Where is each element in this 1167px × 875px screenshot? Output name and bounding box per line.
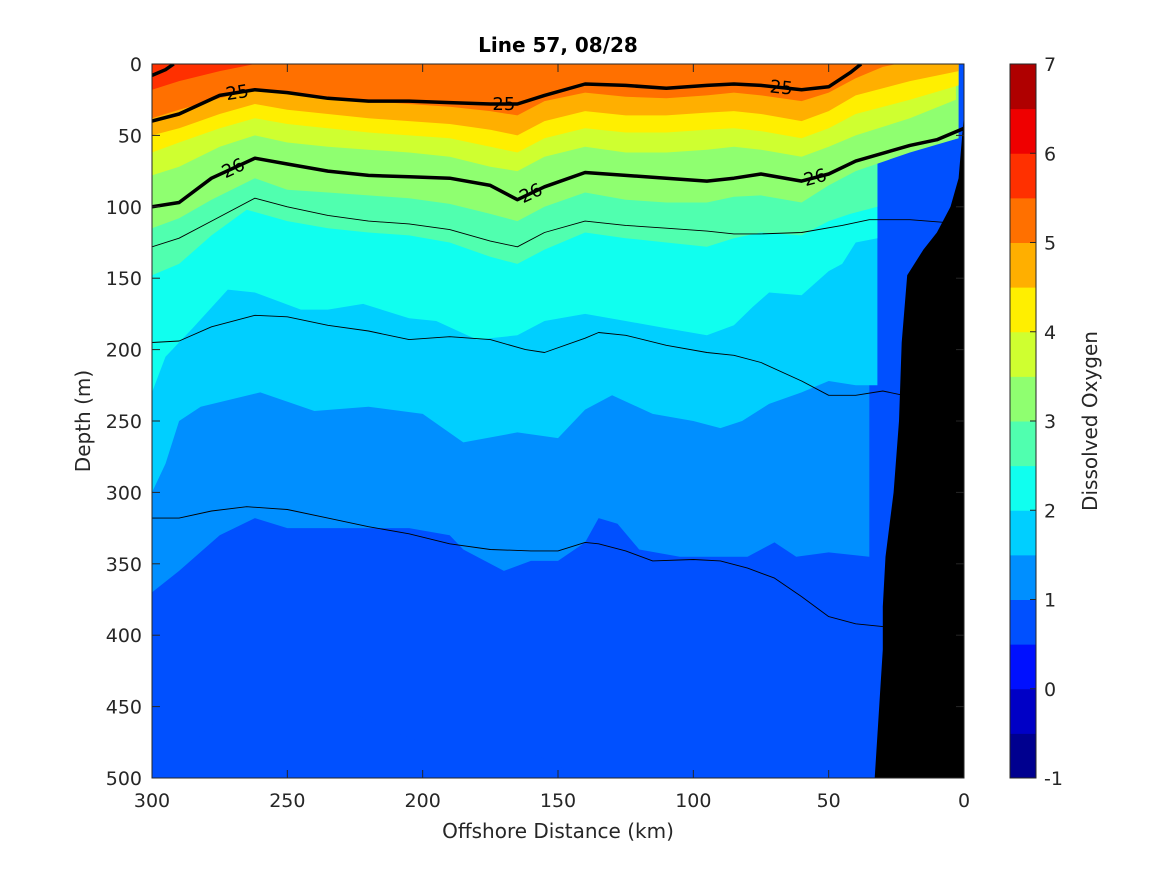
colorbar-swatch — [1010, 287, 1036, 333]
contour-fill-band — [152, 64, 897, 119]
seafloor-mask — [874, 114, 964, 778]
x-axis: 300 250 200 150 100 50 0 — [134, 64, 970, 812]
colorbar-tick-label: 4 — [1044, 322, 1056, 344]
y-tick-label: 450 — [106, 697, 142, 719]
y-tick-label: 300 — [106, 482, 142, 504]
isopycnal-line-bold — [152, 126, 964, 209]
isopycnal-line — [152, 506, 910, 629]
colorbar-tick-label: 7 — [1044, 54, 1056, 76]
y-tick-label: 0 — [130, 54, 142, 76]
y-axis: 0 50 100 150 200 250 300 350 400 450 500 — [106, 54, 964, 790]
y-tick-label: 500 — [106, 768, 142, 790]
x-tick-label: 300 — [134, 790, 170, 812]
colorbar-swatch — [1010, 554, 1036, 600]
x-axis-label: Offshore Distance (km) — [442, 819, 674, 843]
colorbar-swatch — [1010, 510, 1036, 556]
contour-label: 25 — [492, 94, 515, 115]
chart-title: Line 57, 08/28 — [478, 33, 638, 57]
colorbar-tick-label: 0 — [1044, 679, 1056, 701]
y-tick-label: 150 — [106, 268, 142, 290]
colorbar-swatch — [1010, 376, 1036, 422]
colorbar-swatch — [1010, 197, 1036, 243]
colorbar-swatch — [1010, 599, 1036, 645]
isopycnal-line — [152, 197, 964, 248]
contour-fill-band — [152, 64, 255, 90]
x-tick-label: 200 — [405, 790, 441, 812]
y-tick-label: 200 — [106, 340, 142, 362]
y-tick-label: 50 — [118, 125, 142, 147]
x-tick-label: 50 — [817, 790, 841, 812]
colorbar-tick-label: -1 — [1044, 768, 1063, 790]
plot-area — [152, 64, 964, 778]
colorbar-tick-label: 6 — [1044, 143, 1056, 165]
contour-lines — [152, 64, 964, 629]
isopycnal-line-bold — [152, 64, 175, 78]
y-tick-label: 250 — [106, 411, 142, 433]
colorbar: -1 0 1 2 3 4 5 6 7 — [1010, 54, 1063, 790]
x-tick-label: 0 — [958, 790, 970, 812]
contour-label: 25 — [769, 76, 794, 99]
colorbar-swatch — [1010, 465, 1036, 511]
isopycnal-line-bold — [152, 64, 863, 123]
colorbar-tick-label: 3 — [1044, 411, 1056, 433]
x-tick-label: 250 — [269, 790, 305, 812]
x-tick-label: 150 — [540, 790, 576, 812]
x-tick-label: 100 — [675, 790, 711, 812]
y-axis-label: Depth (m) — [71, 370, 95, 472]
colorbar-swatch — [1010, 733, 1036, 779]
colorbar-tick-label: 1 — [1044, 590, 1056, 612]
colorbar-label: Dissolved Oxygen — [1078, 331, 1102, 511]
y-tick-label: 350 — [106, 554, 142, 576]
y-tick-label: 400 — [106, 625, 142, 647]
colorbar-swatch — [1010, 421, 1036, 467]
colorbar-swatch — [1010, 331, 1036, 377]
y-tick-label: 100 — [106, 197, 142, 219]
isopycnal-line — [152, 314, 938, 405]
colorbar-swatch — [1010, 644, 1036, 690]
colorbar-frame — [1009, 63, 1037, 779]
colorbar-swatch — [1010, 242, 1036, 288]
contour-label: 25 — [224, 81, 250, 105]
colorbar-swatch — [1010, 688, 1036, 734]
colorbar-swatch — [1010, 108, 1036, 154]
contour-fills — [152, 64, 959, 778]
colorbar-swatch — [1010, 153, 1036, 199]
colorbar-tick-label: 2 — [1044, 500, 1056, 522]
colorbar-tick-label: 5 — [1044, 233, 1056, 255]
colorbar-swatch — [1010, 64, 1036, 110]
